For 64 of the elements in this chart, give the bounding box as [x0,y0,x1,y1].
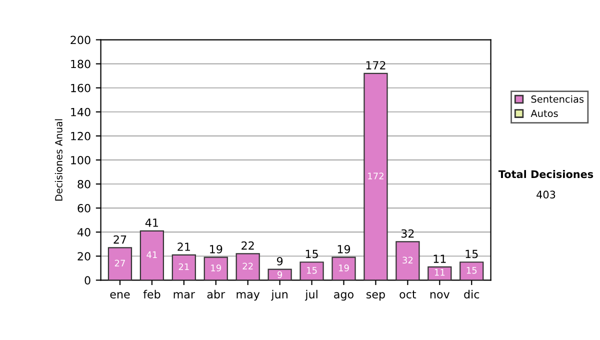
total-label: 172 [366,61,386,70]
total-label: 41 [145,218,158,227]
bar [236,253,260,280]
total-label: 27 [114,235,126,244]
bar [108,247,132,280]
data-label: 15 [466,267,477,274]
total-label: 9 [276,256,283,266]
data-label: 21 [178,263,189,270]
bar [204,256,228,280]
x-tick-label: dic [464,290,480,298]
total-label: 19 [210,244,222,254]
bar [428,266,452,280]
total-label: 21 [178,242,190,251]
legend-label: Autos [530,110,558,118]
data-label: 172 [368,172,384,180]
total-label: 19 [338,244,350,254]
data-label: 19 [211,264,221,272]
x-tick-label: oct [400,290,416,298]
total-label: 15 [306,250,318,258]
x-tick-label: abr [207,290,226,298]
total-label: 15 [466,250,478,258]
y-tick-label: 40 [77,228,90,236]
bar [396,241,420,280]
bar [460,262,484,280]
y-tick-label: 140 [71,108,90,116]
y-tick-label: 60 [78,204,90,212]
data-label: 9 [278,271,282,278]
y-axis-title: Decisiones Anual [54,119,62,201]
bar [172,254,196,280]
bar [140,230,164,280]
y-tick-label: 200 [70,36,90,44]
text: 403 [536,190,556,199]
x-tick-label: jun [271,290,288,301]
y-tick-label: 160 [71,84,90,92]
data-label: 22 [242,262,253,270]
y-tick-label: 20 [78,252,90,260]
y-tick-label: 120 [71,132,90,140]
x-tick-label: jul [304,290,318,301]
data-label: 15 [307,267,317,274]
x-tick-label: sep [366,292,385,301]
y-tick-label: 0 [84,276,90,285]
total-label: 11 [434,254,446,263]
text: Total Decisiones [498,170,594,178]
total-label: 22 [242,241,254,250]
legend-label: Sentencias [531,95,584,103]
bar [332,256,356,280]
x-tick-label: mar [174,292,196,298]
bar [300,262,324,280]
data-label: 19 [339,264,349,272]
data-label: 11 [434,269,445,276]
y-tick-label: 80 [78,180,90,188]
y-tick-label: 180 [71,60,90,68]
bar [364,72,388,280]
data-label: 32 [402,256,413,264]
x-tick-label: nov [430,292,450,298]
x-tick-label: ago [334,292,354,301]
total-label: 32 [401,229,414,238]
x-tick-label: feb [143,290,160,298]
data-label: 27 [114,260,125,266]
y-tick-label: 100 [71,156,90,164]
x-tick-label: ene [110,292,130,298]
data-label: 41 [146,251,157,258]
bar [268,268,292,280]
x-tick-label: may [236,292,260,301]
